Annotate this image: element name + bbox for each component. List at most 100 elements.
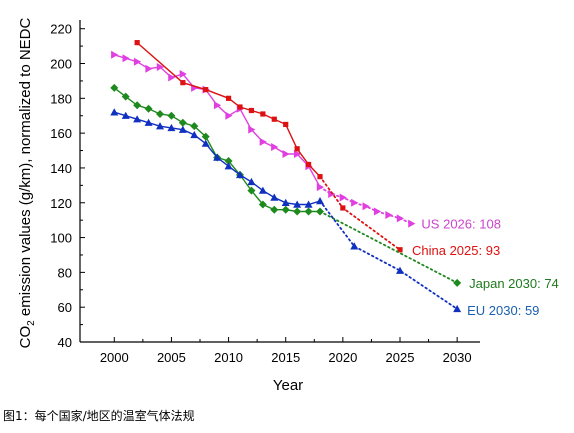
data-point-eu: [316, 197, 324, 205]
data-point-us: [111, 50, 119, 59]
data-point-eu: [156, 122, 164, 130]
target-point-us: [396, 214, 404, 223]
data-point-eu: [201, 139, 210, 147]
data-point-us: [225, 111, 233, 120]
data-point-japan: [316, 207, 324, 216]
x-tick-label: 2015: [271, 350, 300, 365]
target-point-us: [351, 198, 359, 207]
series-line-china: [136, 42, 321, 178]
data-point-eu: [190, 130, 199, 139]
y-tick-label: 140: [50, 161, 72, 176]
y-title-prefix: CO: [17, 326, 34, 349]
target-label-us: US 2026: 108: [421, 217, 501, 232]
y-tick-label: 100: [50, 231, 72, 246]
x-tick-label: 2030: [443, 350, 472, 365]
target-point-eu: [396, 266, 404, 274]
data-point-us: [179, 69, 187, 78]
target-point-eu: [453, 304, 462, 313]
data-point-eu: [167, 123, 176, 132]
data-point-japan: [258, 200, 267, 209]
data-point-eu: [247, 177, 256, 186]
data-point-china: [248, 107, 255, 114]
data-point-japan: [247, 186, 256, 195]
data-point-us: [213, 101, 222, 110]
data-point-china: [260, 111, 266, 117]
data-point-eu: [121, 111, 130, 119]
y-axis-title: CO2 emission values (g/km), normalized t…: [17, 18, 37, 349]
x-tick-label: 2005: [157, 350, 186, 365]
data-point-eu: [178, 125, 187, 133]
data-point-us: [271, 143, 279, 152]
data-point-japan: [178, 118, 187, 127]
data-point-us: [282, 150, 290, 159]
series-projection-eu: [319, 200, 458, 310]
y-tick-label: 220: [50, 22, 72, 37]
x-tick-label: 2010: [214, 350, 243, 365]
data-point-japan: [224, 156, 233, 165]
data-point-china: [271, 116, 277, 122]
target-point-us: [339, 193, 347, 202]
y-title-text: emission values (g/km), normalized to NE…: [17, 18, 34, 321]
target-point-china: [340, 205, 346, 211]
y-tick-label: 200: [50, 57, 72, 72]
data-point-eu: [110, 108, 119, 116]
data-point-eu: [258, 186, 267, 194]
target-label-china: China 2025: 93: [412, 243, 500, 258]
data-point-japan: [167, 111, 176, 120]
data-point-china: [203, 87, 209, 93]
x-axis-title: Year: [273, 377, 303, 394]
data-point-eu: [236, 170, 244, 179]
data-point-china: [134, 40, 140, 46]
series-projection-japan: [319, 210, 458, 284]
data-point-us: [248, 125, 256, 134]
data-point-japan: [110, 83, 119, 92]
y-tick-label: 80: [58, 265, 72, 280]
data-point-eu: [281, 198, 290, 206]
data-point-japan: [144, 104, 153, 113]
data-point-us: [316, 183, 324, 192]
target-point-us: [373, 207, 382, 216]
data-point-japan: [156, 109, 164, 118]
target-point-us: [385, 210, 393, 219]
target-point-japan: [453, 278, 462, 287]
data-point-us: [133, 57, 142, 66]
data-point-us: [145, 64, 153, 73]
target-label-eu: EU 2030: 59: [467, 303, 539, 318]
data-point-eu: [133, 115, 142, 123]
data-point-china: [225, 95, 232, 101]
data-point-us: [122, 54, 130, 63]
target-point-eu: [350, 242, 359, 250]
chart-plot-area: [110, 40, 462, 313]
data-point-eu: [144, 118, 153, 126]
data-point-china: [305, 161, 312, 168]
x-tick-label: 2000: [100, 350, 129, 365]
data-point-eu: [224, 162, 233, 170]
x-tick-label: 2025: [386, 350, 415, 365]
data-point-eu: [293, 200, 302, 208]
data-point-japan: [293, 207, 302, 216]
y-tick-label: 60: [58, 300, 72, 315]
data-point-us: [168, 73, 176, 82]
x-tick-label: 2020: [328, 350, 357, 365]
y-tick-label: 40: [58, 335, 72, 350]
data-point-japan: [133, 101, 142, 110]
data-point-eu: [213, 153, 222, 161]
emissions-chart: 40 60 80 100 120 140 160 180 200 220 2000 2005 2010 2…: [17, 17, 559, 394]
figure-caption: 图1：每个国家/地区的温室气体法规: [3, 409, 195, 423]
y-tick-label: 120: [50, 196, 72, 211]
data-point-china: [237, 104, 243, 110]
target-label-japan: Japan 2030: 74: [469, 276, 559, 291]
y-tick-label: 160: [50, 126, 72, 141]
data-point-japan: [121, 92, 130, 101]
target-point-us: [408, 219, 416, 228]
data-point-japan: [190, 122, 199, 131]
data-point-us: [259, 137, 267, 146]
data-point-china: [317, 174, 323, 180]
data-point-us: [156, 62, 164, 71]
data-point-japan: [201, 132, 210, 141]
data-point-us: [293, 150, 302, 159]
data-point-japan: [304, 207, 313, 216]
y-tick-label: 180: [50, 91, 72, 106]
chart-annotations: US 2026: 108 China 2025: 93 Japan 2030: 74…: [412, 217, 559, 318]
target-point-us: [362, 202, 370, 211]
